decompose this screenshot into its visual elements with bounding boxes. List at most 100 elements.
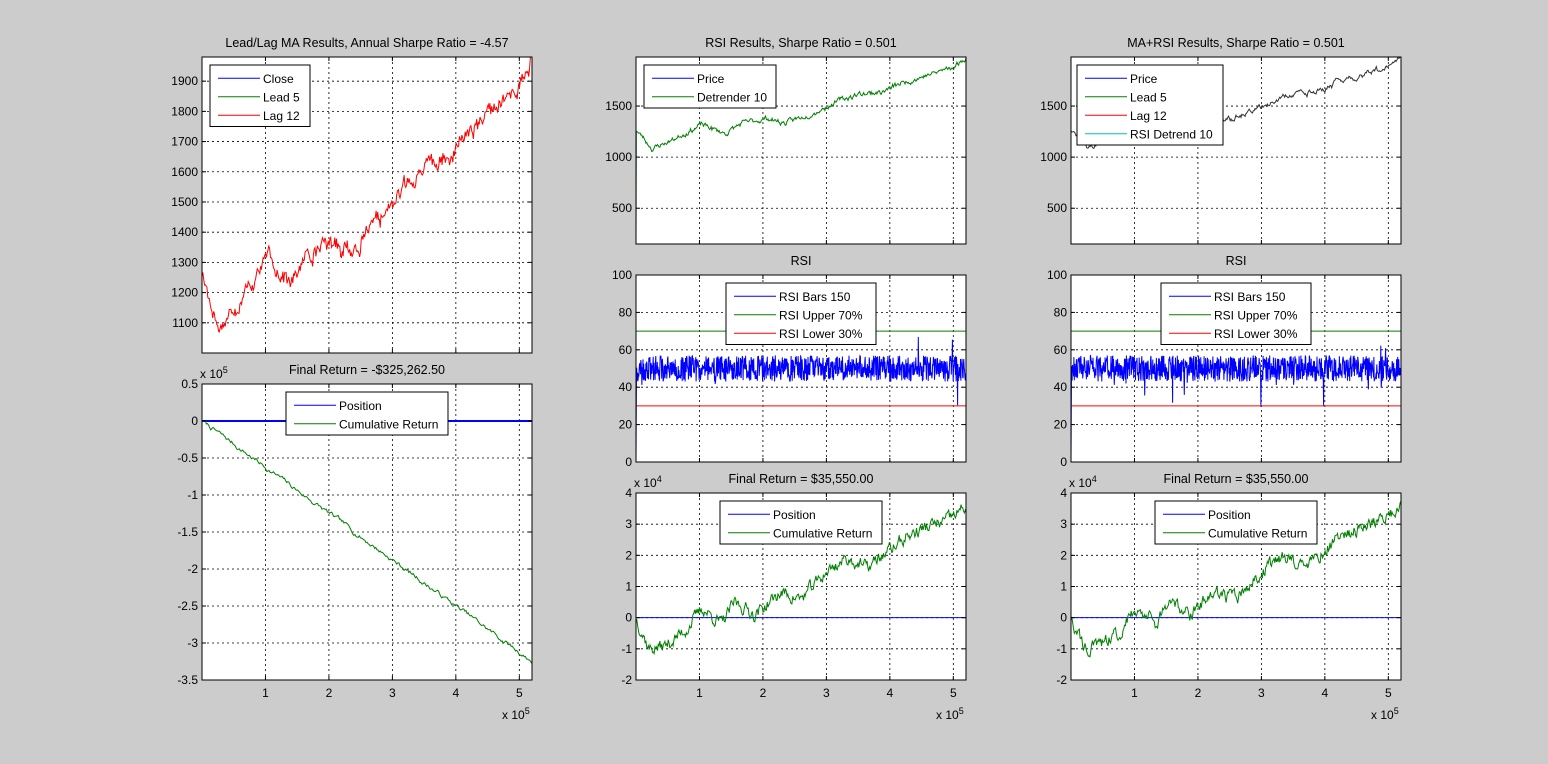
x-tick-label: 2 <box>1195 686 1202 700</box>
y-tick-label: 1300 <box>171 255 198 269</box>
y-tick-label: -1 <box>1056 642 1067 656</box>
y-axis-exponent: x 105 <box>200 365 228 381</box>
chart-title: MA+RSI Results, Sharpe Ratio = 0.501 <box>1127 36 1345 50</box>
y-tick-label: -1 <box>187 488 198 502</box>
x-tick-label: 1 <box>696 686 703 700</box>
axes-box <box>635 56 967 245</box>
y-tick-label: 0 <box>625 611 632 625</box>
y-tick-label: -3.5 <box>177 673 198 687</box>
legend-label: Price <box>1130 72 1158 86</box>
legend-box <box>719 500 883 545</box>
y-tick-label: 80 <box>1054 305 1068 319</box>
series-lag-12 <box>201 56 532 333</box>
legend: Price Detrender 10 <box>643 64 777 109</box>
x-tick-label: 1 <box>262 686 269 700</box>
legend-label: Lag 12 <box>1130 109 1167 123</box>
x-tick-label: 5 <box>516 686 523 700</box>
y-tick-label: -2.5 <box>177 599 198 613</box>
y-tick-label: 0 <box>191 414 198 428</box>
y-tick-label: -2 <box>1056 673 1067 687</box>
x-tick-label: 3 <box>823 686 830 700</box>
chart-title: RSI <box>1226 254 1247 268</box>
axes-box <box>635 274 967 463</box>
y-tick-label: 4 <box>1060 486 1067 500</box>
y-axis-exponent: x 104 <box>634 474 662 490</box>
legend: RSI Bars 150 RSI Upper 70% RSI Lower 30% <box>1160 282 1312 345</box>
chart-title: RSI Results, Sharpe Ratio = 0.501 <box>705 36 896 50</box>
y-tick-label: -1 <box>621 642 632 656</box>
chart-combo-price: 500 1000 1500 MA+RSI Results, Sharpe Ratio … <box>1040 36 1402 245</box>
legend-label: Position <box>339 399 382 413</box>
y-tick-label: 1000 <box>1040 150 1067 164</box>
x-tick-label: 3 <box>389 686 396 700</box>
y-tick-label: 20 <box>619 418 633 432</box>
chart-title: Lead/Lag MA Results, Annual Sharpe Ratio… <box>225 36 508 50</box>
y-tick-label: 1500 <box>605 99 632 113</box>
legend-box <box>643 64 777 109</box>
y-tick-label: 0 <box>1060 455 1067 469</box>
y-tick-label: 1500 <box>171 195 198 209</box>
y-tick-label: 20 <box>1054 418 1068 432</box>
legend-label: Cumulative Return <box>1208 526 1307 540</box>
legend: Position Cumulative Return <box>285 391 449 436</box>
x-tick-label: 5 <box>950 686 957 700</box>
y-tick-label: 60 <box>1054 343 1068 357</box>
legend-box <box>209 64 311 127</box>
legend-box <box>285 391 449 436</box>
y-tick-label: 3 <box>1060 517 1067 531</box>
series-cumulative-return <box>201 420 533 664</box>
legend-label: Price <box>697 72 725 86</box>
series-rsi-bars-150 <box>1070 345 1402 463</box>
legend-label: Position <box>773 508 816 522</box>
legend-label: Lead 5 <box>263 90 300 104</box>
x-tick-label: 4 <box>1322 686 1329 700</box>
y-tick-label: 1 <box>1060 580 1067 594</box>
y-tick-label: 4 <box>625 486 632 500</box>
legend: Price Lead 5 Lag 12 RSI Detrend 10 <box>1076 64 1224 146</box>
chart-title: RSI <box>791 254 812 268</box>
series-rsi-bars-150 <box>635 336 967 463</box>
y-tick-label: 60 <box>619 343 633 357</box>
series-cumulative-return <box>635 504 967 656</box>
y-tick-label: 500 <box>1047 201 1067 215</box>
y-tick-label: 0.5 <box>181 377 198 391</box>
x-tick-label: 1 <box>1131 686 1138 700</box>
legend-label: RSI Bars 150 <box>779 290 851 304</box>
x-tick-label: 4 <box>887 686 894 700</box>
y-axis-exponent: x 104 <box>1069 474 1097 490</box>
legend-label: RSI Detrend 10 <box>1130 127 1213 141</box>
series-cumulative-return <box>1070 501 1402 658</box>
y-tick-label: 2 <box>625 548 632 562</box>
chart-title: Final Return = $35,550.00 <box>1164 472 1309 486</box>
legend: Position Cumulative Return <box>1154 500 1318 545</box>
chart-rsi-price: 500 1000 1500 RSI Results, Sharpe Ratio = 0… <box>605 36 967 245</box>
chart-combo-rsi: 0 20 40 60 80 100 RSI RSI Bars 150 RSI Upper 70%… <box>1047 254 1402 469</box>
y-tick-label: 1000 <box>605 150 632 164</box>
y-tick-label: 3 <box>625 517 632 531</box>
y-tick-label: 0 <box>625 455 632 469</box>
series-detrender-10 <box>635 57 967 245</box>
legend-label: Cumulative Return <box>339 417 438 431</box>
y-tick-label: 1600 <box>171 165 198 179</box>
legend-label: RSI Lower 30% <box>779 327 863 341</box>
axes-box <box>1070 274 1402 463</box>
chart-title: Final Return = $35,550.00 <box>729 472 874 486</box>
y-tick-label: 1500 <box>1040 99 1067 113</box>
y-tick-label: 1800 <box>171 104 198 118</box>
legend-label: RSI Upper 70% <box>1214 308 1298 322</box>
y-tick-label: -2 <box>187 562 198 576</box>
y-tick-label: 80 <box>619 305 633 319</box>
legend-label: Cumulative Return <box>773 526 872 540</box>
y-tick-label: 500 <box>612 201 632 215</box>
y-tick-label: 1700 <box>171 135 198 149</box>
y-tick-label: -0.5 <box>177 451 198 465</box>
legend-box <box>1160 282 1312 345</box>
legend: Position Cumulative Return <box>719 500 883 545</box>
x-axis-exponent: x 105 <box>936 706 964 722</box>
axes-box <box>1070 56 1402 245</box>
chart-rsi-rsi: 0 20 40 60 80 100 RSI RSI Bars 150 RSI Upper 70%… <box>612 254 967 469</box>
legend-label: Position <box>1208 508 1251 522</box>
